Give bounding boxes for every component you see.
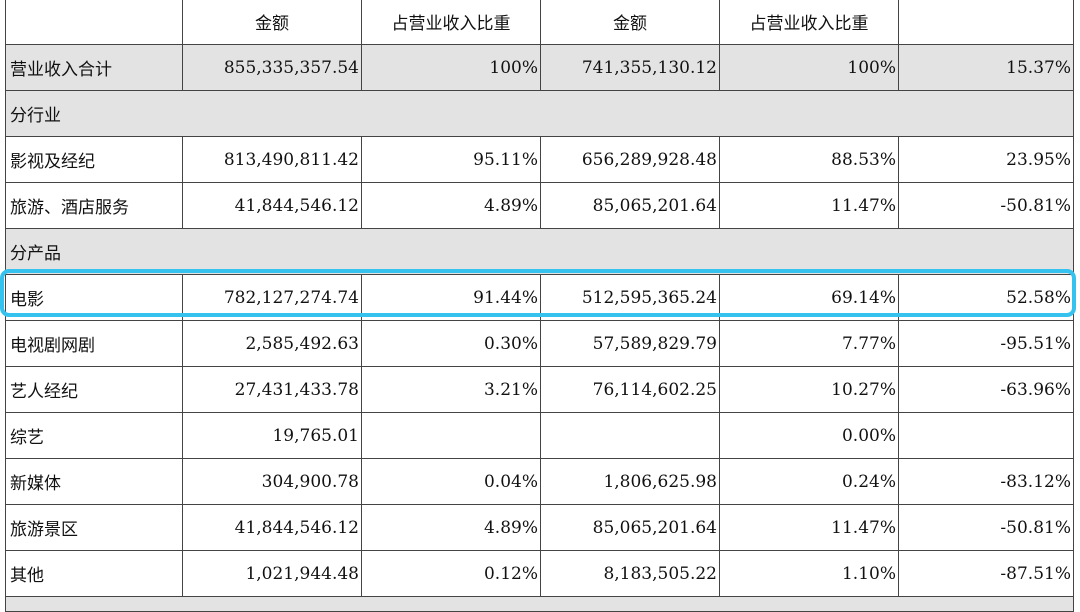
table-row: 影视及经纪 813,490,811.42 95.11% 656,289,928.…: [5, 136, 1074, 183]
table-cell: 7.77%: [719, 320, 899, 367]
row-label: 电影: [5, 274, 183, 321]
table-cell: 4.89%: [361, 504, 541, 551]
table-cell: [361, 412, 541, 459]
table-cell: 855,335,357.54: [182, 44, 362, 91]
table-cell: 1,021,944.48: [182, 550, 362, 597]
table-cell: 304,900.78: [182, 458, 362, 505]
table-cell: 76,114,602.25: [540, 366, 720, 413]
header-cell: 占营业收入比重: [361, 0, 541, 45]
table-cell: 4.89%: [361, 182, 541, 229]
table-cell: 15.37%: [898, 44, 1074, 91]
table-cell: 782,127,274.74: [182, 274, 362, 321]
table-cell: 10.27%: [719, 366, 899, 413]
table-cell: -50.81%: [898, 504, 1074, 551]
row-label: 营业收入合计: [5, 44, 183, 91]
table-cell: 0.00%: [719, 412, 899, 459]
row-label: 综艺: [5, 412, 183, 459]
table-cell: 100%: [361, 44, 541, 91]
table-cell: 85,065,201.64: [540, 504, 720, 551]
table-row: 新媒体 304,900.78 0.04% 1,806,625.98 0.24% …: [5, 458, 1074, 505]
section-row: 分行业: [5, 90, 1074, 137]
row-label: 艺人经纪: [5, 366, 183, 413]
table-cell: 91.44%: [361, 274, 541, 321]
table-cell: 1,806,625.98: [540, 458, 720, 505]
table-row: 电视剧网剧 2,585,492.63 0.30% 57,589,829.79 7…: [5, 320, 1074, 367]
row-label: 旅游、酒店服务: [5, 182, 183, 229]
table-cell: 2,585,492.63: [182, 320, 362, 367]
row-label: 旅游景区: [5, 504, 183, 551]
header-cell: 金额: [540, 0, 720, 45]
table-row: 艺人经纪 27,431,433.78 3.21% 76,114,602.25 1…: [5, 366, 1074, 413]
table-cell: 85,065,201.64: [540, 182, 720, 229]
header-cell: 占营业收入比重: [719, 0, 899, 45]
table-cell: 813,490,811.42: [182, 136, 362, 183]
table-cell: 512,595,365.24: [540, 274, 720, 321]
table-row: 旅游、酒店服务 41,844,546.12 4.89% 85,065,201.6…: [5, 182, 1074, 229]
row-label: 其他: [5, 550, 183, 597]
table-cell: 3.21%: [361, 366, 541, 413]
table-cell: 11.47%: [719, 504, 899, 551]
table-cell: -95.51%: [898, 320, 1074, 367]
table-cell: 19,765.01: [182, 412, 362, 459]
table-cell: 69.14%: [719, 274, 899, 321]
row-label: 影视及经纪: [5, 136, 183, 183]
table-cell: 88.53%: [719, 136, 899, 183]
table-cell: 100%: [719, 44, 899, 91]
table-cell: 0.04%: [361, 458, 541, 505]
table-cell: [898, 412, 1074, 459]
section-label: 分行业: [5, 90, 1074, 137]
revenue-breakdown-table: 金额 占营业收入比重 金额 占营业收入比重 营业收入合计 855,335,357…: [5, 0, 1074, 612]
table-cell: -63.96%: [898, 366, 1074, 413]
table-row-highlighted: 电影 782,127,274.74 91.44% 512,595,365.24 …: [5, 274, 1074, 321]
header-row: 金额 占营业收入比重 金额 占营业收入比重: [5, 0, 1074, 45]
row-label: 电视剧网剧: [5, 320, 183, 367]
table-cell: -50.81%: [898, 182, 1074, 229]
table-cell: 1.10%: [719, 550, 899, 597]
table-cell: 27,431,433.78: [182, 366, 362, 413]
table-cell: 41,844,546.12: [182, 504, 362, 551]
table-row: 综艺 19,765.01 0.00%: [5, 412, 1074, 459]
table-footer-strip: [5, 596, 1074, 612]
table-cell: 11.47%: [719, 182, 899, 229]
table-cell: 8,183,505.22: [540, 550, 720, 597]
table-cell: [540, 412, 720, 459]
table-cell: 0.12%: [361, 550, 541, 597]
table-cell: -83.12%: [898, 458, 1074, 505]
footer-cell: [5, 596, 1074, 612]
table-cell: 656,289,928.48: [540, 136, 720, 183]
row-label: 新媒体: [5, 458, 183, 505]
table-row: 营业收入合计 855,335,357.54 100% 741,355,130.1…: [5, 44, 1074, 91]
table-cell: -87.51%: [898, 550, 1074, 597]
header-cell: [5, 0, 183, 45]
table-cell: 95.11%: [361, 136, 541, 183]
table-row: 其他 1,021,944.48 0.12% 8,183,505.22 1.10%…: [5, 550, 1074, 597]
table-cell: 741,355,130.12: [540, 44, 720, 91]
table-cell: 41,844,546.12: [182, 182, 362, 229]
table-cell: 57,589,829.79: [540, 320, 720, 367]
table-cell: 0.24%: [719, 458, 899, 505]
header-cell: 金额: [182, 0, 362, 45]
section-label: 分产品: [5, 228, 1074, 275]
table-cell: 23.95%: [898, 136, 1074, 183]
header-cell: [898, 0, 1074, 45]
table-cell: 52.58%: [898, 274, 1074, 321]
table-row: 旅游景区 41,844,546.12 4.89% 85,065,201.64 1…: [5, 504, 1074, 551]
table-cell: 0.30%: [361, 320, 541, 367]
section-row: 分产品: [5, 228, 1074, 275]
